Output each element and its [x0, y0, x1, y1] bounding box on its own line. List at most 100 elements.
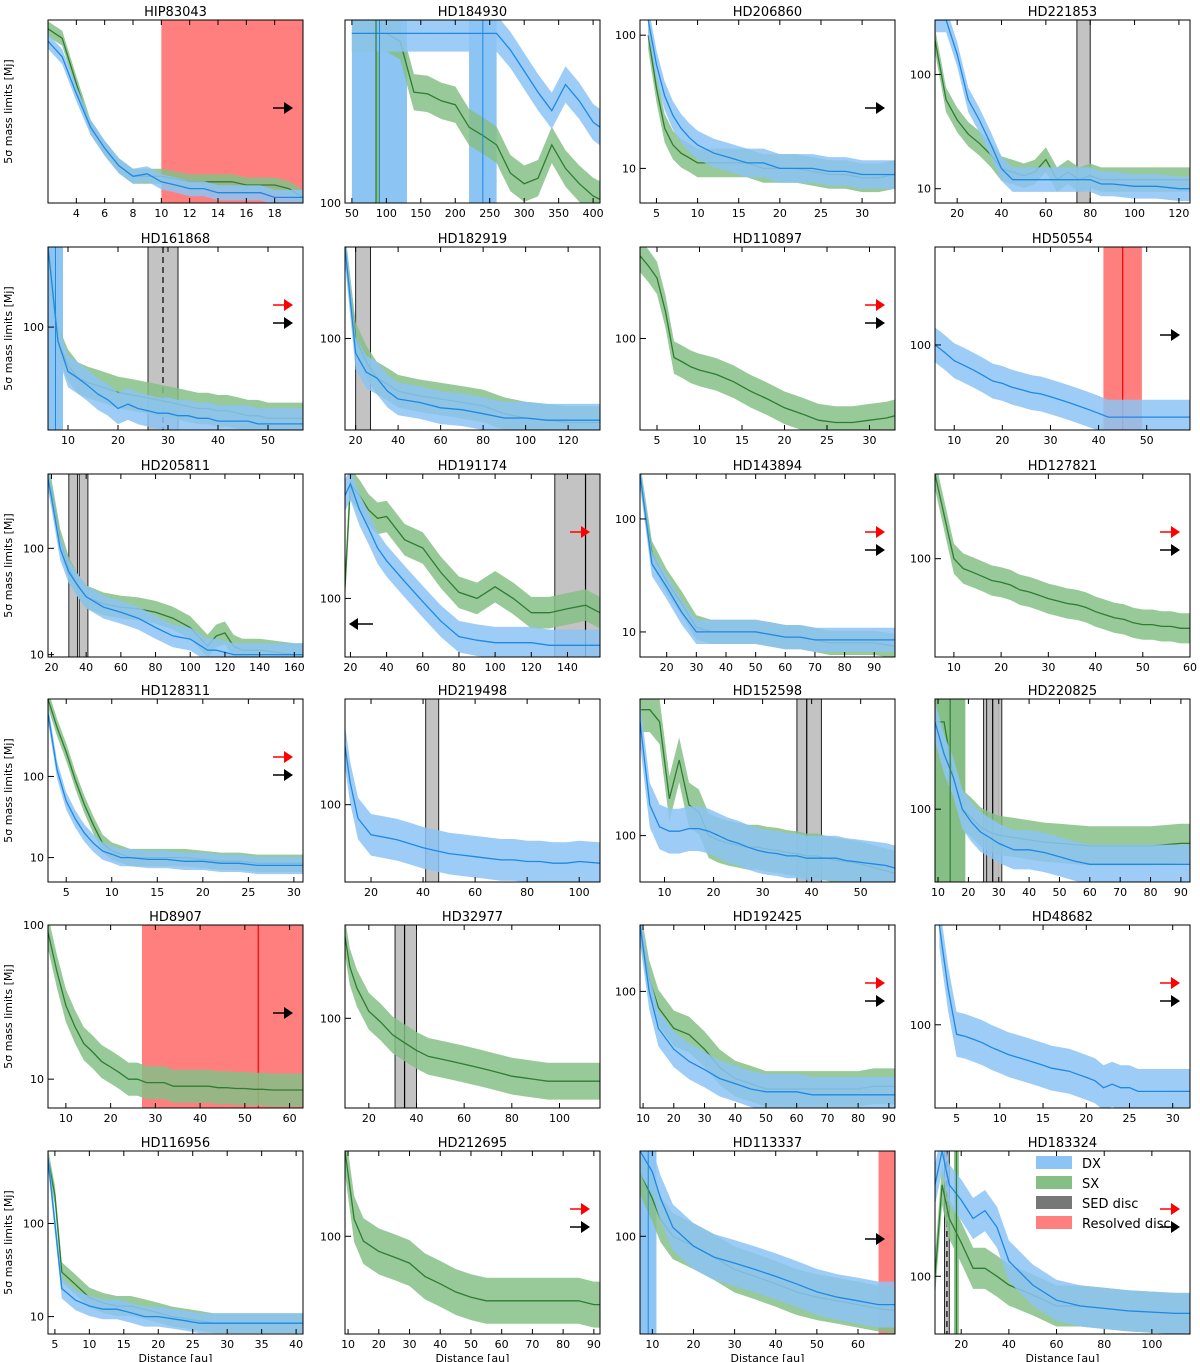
x-tick-label: 80	[1097, 1338, 1111, 1351]
x-tick-label: 40	[391, 434, 405, 447]
x-tick-label: 5	[654, 434, 661, 447]
sx-band	[48, 699, 303, 872]
x-tick-label: 20	[667, 1112, 681, 1125]
limit-arrow-head	[1171, 1203, 1180, 1215]
dx-band	[48, 247, 303, 430]
x-tick-label: 80	[452, 661, 466, 674]
sx-line	[935, 474, 1190, 629]
panel-title: HD221853	[1028, 5, 1097, 20]
sx-band	[345, 247, 600, 430]
x-tick-label: 80	[520, 886, 534, 899]
x-tick-label: 100	[549, 1112, 570, 1125]
x-tick-label: 40	[995, 207, 1009, 220]
x-tick-label: 90	[882, 1112, 896, 1125]
limit-arrow-head	[284, 1007, 293, 1019]
x-tick-label: 120	[521, 661, 542, 674]
dx-line	[345, 247, 600, 421]
panel-title: HD32977	[442, 910, 503, 925]
x-tick-label: 20	[954, 1338, 968, 1351]
x-tick-label: 30	[403, 1338, 417, 1351]
y-tick-label: 100	[23, 1217, 44, 1230]
plot-area	[935, 1151, 1190, 1334]
x-tick-label: 30	[220, 1338, 234, 1351]
panel-HD206860: 5 10 15 20 25 30 10 100 HD206860	[615, 5, 896, 220]
panel-title: HD8907	[149, 910, 202, 925]
panel-HD110897: 5 10 15 20 25 30 100 HD110897	[615, 232, 896, 447]
x-tick-label: 40	[79, 661, 93, 674]
plot-area	[48, 474, 303, 657]
x-tick-label: 80	[1144, 886, 1158, 899]
sx-band	[640, 247, 895, 430]
sx-band	[48, 247, 303, 430]
x-tick-label: 10	[947, 661, 961, 674]
panel-HD191174: 20 40 60 80 100 120 140 100 HD191174	[320, 459, 601, 674]
x-tick-label: 50	[854, 886, 868, 899]
legend-label: DX	[1082, 1157, 1101, 1172]
dx-line	[48, 713, 303, 867]
x-tick-label: 25	[814, 207, 828, 220]
x-tick-label: 15	[732, 207, 746, 220]
plot-area	[935, 247, 1190, 430]
axes-frame	[639, 19, 896, 204]
x-tick-label: 50	[759, 1112, 773, 1125]
limit-arrow-head	[876, 299, 885, 311]
x-tick-label: 10	[154, 207, 168, 220]
axes-frame	[344, 698, 601, 883]
x-tick-label: 14	[211, 207, 225, 220]
panel-HD48682: 5 10 15 20 25 30 100 HD48682	[910, 910, 1191, 1125]
plot-area	[640, 925, 895, 1108]
x-tick-label: 70	[1113, 886, 1127, 899]
x-tick-label: 50	[345, 207, 359, 220]
legend-swatch	[1036, 1176, 1072, 1189]
x-tick-label: 15	[117, 1338, 131, 1351]
limit-arrow-head	[349, 618, 358, 630]
x-tick-label: 25	[1122, 1112, 1136, 1125]
axes-frame	[639, 1150, 896, 1335]
panel-title: HD182919	[438, 232, 507, 247]
x-tick-label: 60	[1083, 886, 1097, 899]
y-tick-label: 100	[320, 333, 341, 346]
x-axis-label: Distance [au]	[436, 1352, 510, 1362]
limit-arrow-head	[876, 526, 885, 538]
plot-area	[48, 925, 303, 1108]
sx-line	[345, 482, 600, 614]
x-tick-label: 60	[283, 1112, 297, 1125]
limit-arrow-head	[284, 769, 293, 781]
limit-arrow-head	[1171, 544, 1180, 556]
plot-area	[935, 20, 1190, 203]
x-tick-label: 40	[728, 1112, 742, 1125]
x-tick-label: 20	[372, 1338, 386, 1351]
dx-line	[938, 925, 1190, 1093]
x-tick-label: 20	[151, 1338, 165, 1351]
x-tick-label: 8	[130, 207, 137, 220]
panel-HD184930: 50 100 150 200 250 300 350 400 100 HD184930	[320, 5, 604, 220]
x-tick-label: 40	[211, 434, 225, 447]
panel-title: HD116956	[141, 1136, 210, 1151]
limit-arrow-head	[1171, 977, 1180, 989]
axes-frame	[344, 1150, 601, 1335]
dx-line	[935, 20, 1190, 190]
x-tick-label: 60	[1039, 207, 1053, 220]
x-tick-label: 30	[863, 434, 877, 447]
x-tick-label: 40	[719, 661, 733, 674]
y-tick-label: 100	[320, 197, 341, 210]
panel-HD219498: 20 40 60 80 100 100 HD219498	[320, 684, 601, 899]
y-tick-label: 100	[615, 830, 636, 843]
sed-disc-region	[1076, 20, 1091, 203]
x-tick-label: 20	[994, 661, 1008, 674]
y-tick-label: 100	[320, 799, 341, 812]
y-axis-label: 5σ mass limits [Mj]	[2, 286, 15, 390]
panel-HD152598: 10 20 30 40 50 100 HD152598	[615, 684, 896, 899]
x-tick-label: 90	[867, 661, 881, 674]
panel-HD205811: 20 40 60 80 100 120 140 160 10 100 HD205811 5σ mass…	[2, 459, 305, 674]
panel-title: HD152598	[733, 684, 802, 699]
x-tick-label: 5	[953, 1112, 960, 1125]
panel-title: HD128311	[141, 684, 210, 699]
dx-band	[935, 1151, 1190, 1334]
dx-band	[48, 33, 303, 203]
limit-arrow-head	[581, 1221, 590, 1233]
x-tick-label: 350	[548, 207, 569, 220]
axes-frame	[934, 1150, 1191, 1335]
limit-arrow-head	[284, 102, 293, 114]
x-tick-label: 40	[409, 1112, 423, 1125]
